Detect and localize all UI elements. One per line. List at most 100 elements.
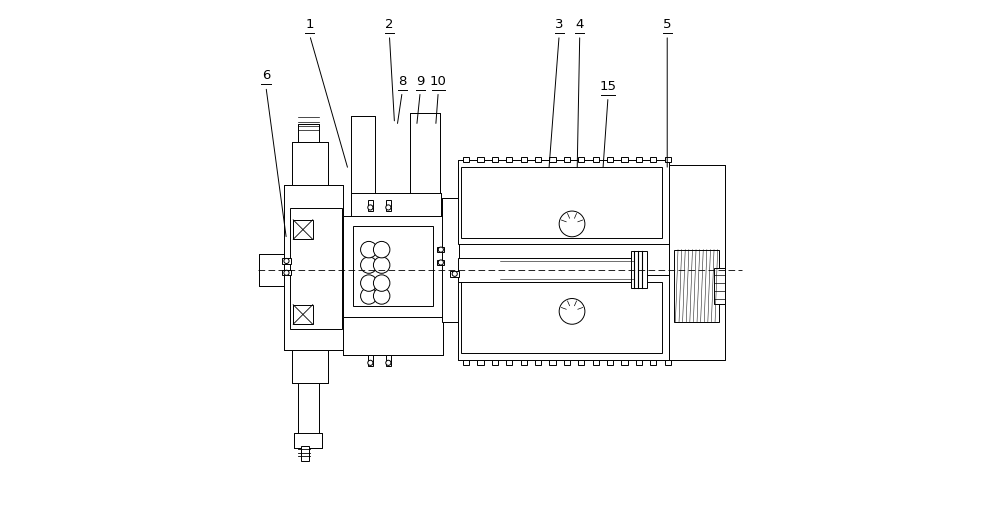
- Text: 9: 9: [416, 75, 424, 88]
- Bar: [298, 123, 319, 142]
- Bar: [442, 198, 459, 322]
- Bar: [665, 157, 671, 162]
- Bar: [650, 360, 656, 365]
- Bar: [461, 167, 662, 238]
- Bar: [463, 157, 469, 162]
- Bar: [607, 157, 613, 162]
- Bar: [290, 208, 342, 329]
- Bar: [477, 157, 484, 162]
- Text: 15: 15: [600, 80, 617, 93]
- Bar: [292, 142, 328, 185]
- Circle shape: [361, 242, 377, 258]
- Bar: [458, 275, 669, 360]
- Circle shape: [361, 288, 377, 304]
- Bar: [714, 268, 725, 303]
- Bar: [298, 123, 319, 142]
- Bar: [621, 157, 628, 162]
- Circle shape: [452, 271, 457, 276]
- Bar: [521, 360, 527, 365]
- Circle shape: [386, 360, 391, 365]
- Bar: [564, 157, 570, 162]
- Bar: [669, 165, 725, 360]
- Bar: [259, 254, 284, 286]
- Bar: [343, 317, 443, 355]
- Bar: [593, 360, 599, 365]
- Bar: [621, 360, 628, 365]
- Text: 8: 8: [398, 75, 406, 88]
- Bar: [343, 216, 443, 317]
- Bar: [410, 113, 440, 198]
- Bar: [506, 360, 512, 365]
- Circle shape: [438, 260, 443, 265]
- Bar: [284, 185, 343, 350]
- Bar: [292, 350, 328, 383]
- Text: 10: 10: [430, 75, 447, 88]
- Circle shape: [368, 360, 373, 365]
- Bar: [351, 193, 441, 219]
- Bar: [293, 304, 313, 324]
- Bar: [461, 281, 662, 353]
- Bar: [301, 446, 309, 460]
- Bar: [351, 116, 375, 196]
- Bar: [492, 360, 498, 365]
- Bar: [669, 165, 725, 360]
- Bar: [292, 350, 328, 383]
- Circle shape: [373, 242, 390, 258]
- Bar: [294, 433, 322, 448]
- Bar: [665, 360, 671, 365]
- Circle shape: [373, 288, 390, 304]
- Bar: [298, 383, 319, 435]
- Circle shape: [284, 258, 289, 264]
- Circle shape: [284, 270, 289, 275]
- Bar: [458, 258, 640, 281]
- Bar: [549, 360, 556, 365]
- Bar: [521, 157, 527, 162]
- Bar: [593, 157, 599, 162]
- Bar: [492, 157, 498, 162]
- Text: 4: 4: [576, 18, 584, 31]
- Bar: [564, 360, 570, 365]
- Circle shape: [559, 211, 585, 237]
- Circle shape: [373, 275, 390, 291]
- Bar: [477, 360, 484, 365]
- Bar: [463, 360, 469, 365]
- Bar: [442, 198, 459, 322]
- Bar: [578, 360, 584, 365]
- Bar: [650, 157, 656, 162]
- Bar: [410, 113, 440, 198]
- Bar: [607, 360, 613, 365]
- Circle shape: [361, 257, 377, 274]
- Circle shape: [373, 257, 390, 274]
- Circle shape: [438, 247, 443, 252]
- Text: 2: 2: [385, 18, 394, 31]
- Bar: [549, 157, 556, 162]
- Bar: [636, 360, 642, 365]
- Bar: [458, 275, 669, 360]
- Bar: [343, 317, 443, 355]
- Bar: [674, 250, 719, 322]
- Circle shape: [559, 299, 585, 324]
- Text: 6: 6: [262, 69, 270, 82]
- Text: 3: 3: [555, 18, 563, 31]
- Bar: [458, 160, 669, 245]
- Bar: [282, 258, 291, 264]
- Bar: [284, 185, 343, 350]
- Bar: [450, 271, 459, 277]
- Bar: [535, 360, 541, 365]
- Circle shape: [368, 205, 373, 210]
- Bar: [293, 220, 313, 239]
- Circle shape: [386, 205, 391, 210]
- Bar: [351, 116, 375, 196]
- Bar: [386, 200, 391, 211]
- Bar: [282, 270, 291, 275]
- Bar: [386, 355, 391, 366]
- Bar: [437, 260, 444, 265]
- Bar: [343, 216, 443, 317]
- Bar: [578, 157, 584, 162]
- Bar: [259, 254, 284, 286]
- Bar: [353, 226, 433, 306]
- Bar: [458, 160, 669, 245]
- Circle shape: [361, 275, 377, 291]
- Bar: [631, 251, 647, 288]
- Bar: [535, 157, 541, 162]
